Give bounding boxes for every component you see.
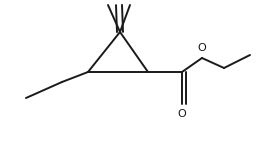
Text: O: O <box>178 109 186 119</box>
Text: O: O <box>198 43 206 53</box>
